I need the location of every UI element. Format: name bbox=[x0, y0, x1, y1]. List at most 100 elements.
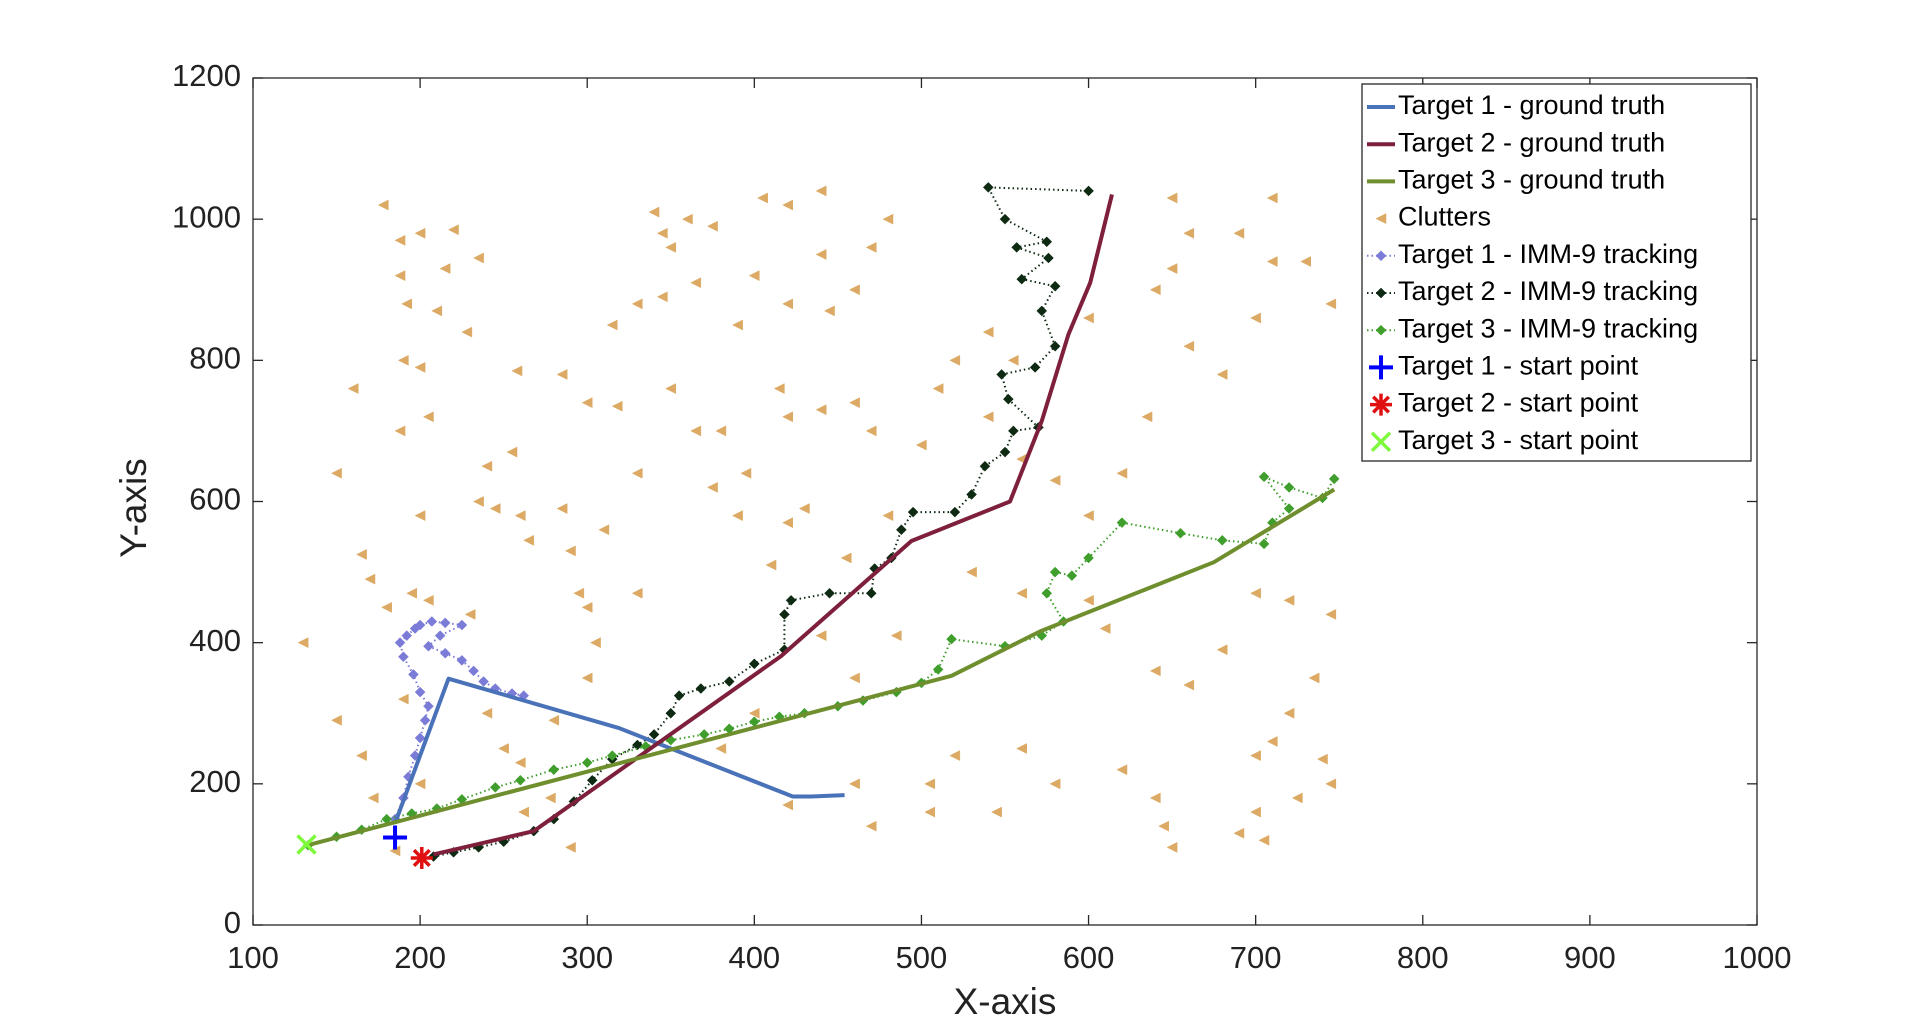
triangle-marker bbox=[715, 743, 727, 754]
series-line bbox=[307, 475, 1336, 847]
triangle-marker bbox=[865, 241, 877, 253]
triangle-marker bbox=[544, 792, 556, 804]
diamond-marker bbox=[414, 686, 426, 698]
triangle-marker bbox=[882, 510, 894, 522]
diamond-marker bbox=[434, 630, 446, 641]
diamond-marker bbox=[1175, 527, 1186, 539]
triangle-marker bbox=[690, 425, 702, 437]
diamond-marker bbox=[1083, 552, 1094, 564]
triangle-marker bbox=[1283, 707, 1295, 719]
diamond-marker bbox=[606, 750, 618, 761]
triangle-marker bbox=[498, 743, 509, 754]
triangle-marker bbox=[840, 552, 852, 564]
diamond-marker bbox=[468, 665, 479, 677]
diamond-marker bbox=[695, 683, 707, 694]
diamond-marker bbox=[478, 676, 489, 687]
diamond-marker bbox=[439, 617, 451, 629]
diamond-marker bbox=[632, 739, 643, 751]
y-axis-label: Y-axis bbox=[113, 458, 154, 557]
triangle-marker bbox=[706, 481, 718, 493]
triangle-marker bbox=[732, 510, 743, 522]
triangle-marker bbox=[982, 411, 994, 423]
x-tick-label: 1000 bbox=[1723, 940, 1792, 975]
triangle-marker bbox=[598, 524, 610, 536]
triangle-marker bbox=[1308, 672, 1320, 684]
triangle-marker bbox=[397, 693, 409, 705]
triangle-marker bbox=[394, 270, 406, 282]
diamond-marker bbox=[1049, 280, 1061, 292]
triangle-marker bbox=[782, 517, 794, 529]
triangle-marker bbox=[1016, 587, 1027, 599]
triangle-marker bbox=[656, 291, 668, 303]
legend-marker bbox=[1375, 324, 1387, 336]
diamond-marker bbox=[1066, 570, 1078, 581]
diamond-marker bbox=[1011, 242, 1023, 253]
legend-label: Target 1 - ground truth bbox=[1398, 90, 1665, 120]
triangle-marker bbox=[1266, 192, 1278, 204]
triangle-marker bbox=[414, 510, 426, 522]
triangle-marker bbox=[782, 298, 794, 310]
x-tick-label: 200 bbox=[394, 940, 446, 975]
triangle-marker bbox=[367, 792, 379, 804]
triangle-marker bbox=[581, 397, 593, 409]
diamond-marker bbox=[1016, 273, 1028, 285]
triangle-marker bbox=[773, 383, 785, 394]
diamond-marker bbox=[394, 637, 406, 649]
diamond-marker bbox=[489, 782, 501, 793]
series-line bbox=[394, 620, 524, 820]
diamond-marker bbox=[907, 506, 919, 518]
triangle-marker bbox=[849, 397, 860, 409]
diamond-marker bbox=[999, 446, 1011, 458]
triangle-marker bbox=[590, 637, 601, 649]
triangle-marker bbox=[473, 252, 484, 264]
legend-marker bbox=[1370, 393, 1392, 416]
legend-box bbox=[1361, 83, 1752, 462]
diamond-marker bbox=[1029, 362, 1041, 373]
triangle-marker bbox=[656, 227, 668, 239]
triangle-marker bbox=[556, 503, 568, 514]
diamond-marker bbox=[423, 640, 434, 652]
triangle-marker bbox=[1007, 354, 1019, 366]
triangle-marker bbox=[606, 319, 618, 331]
legend-marker bbox=[1370, 431, 1392, 453]
diamond-marker bbox=[824, 587, 835, 599]
legend-marker bbox=[1375, 287, 1387, 299]
triangle-marker bbox=[394, 425, 406, 437]
triangle-marker bbox=[849, 778, 860, 790]
triangle-marker bbox=[1250, 587, 1261, 599]
diamond-marker bbox=[398, 651, 409, 663]
triangle-marker bbox=[757, 192, 768, 204]
triangle-marker bbox=[798, 503, 810, 514]
triangle-marker bbox=[611, 400, 623, 412]
triangle-marker bbox=[414, 227, 426, 239]
diamond-marker bbox=[439, 647, 451, 659]
triangle-marker bbox=[1250, 750, 1261, 762]
triangle-marker bbox=[665, 241, 677, 253]
triangle-marker bbox=[1149, 284, 1161, 296]
triangle-marker bbox=[1166, 263, 1178, 274]
triangle-marker bbox=[1266, 736, 1278, 747]
diamond-marker bbox=[779, 609, 790, 620]
triangle-marker bbox=[481, 460, 493, 472]
triangle-marker bbox=[1316, 753, 1328, 765]
triangle-marker bbox=[631, 467, 643, 479]
triangle-marker bbox=[414, 778, 426, 790]
diamond-marker bbox=[414, 732, 426, 744]
diamond-marker bbox=[1008, 425, 1019, 437]
x-tick-label: 800 bbox=[1397, 940, 1449, 975]
y-tick-label: 400 bbox=[189, 623, 241, 658]
series-line bbox=[393, 676, 845, 825]
diamond-marker bbox=[456, 654, 468, 666]
triangle-marker bbox=[1250, 312, 1261, 324]
triangle-marker bbox=[489, 503, 501, 514]
diamond-marker bbox=[1041, 236, 1053, 248]
triangle-marker bbox=[439, 263, 451, 274]
cross-marker bbox=[296, 834, 317, 855]
legend-label: Target 2 - IMM-9 tracking bbox=[1398, 276, 1698, 306]
diamond-marker bbox=[456, 619, 468, 631]
triangle-marker bbox=[1325, 609, 1337, 620]
triangle-marker bbox=[1216, 369, 1228, 380]
triangle-marker bbox=[1183, 227, 1195, 239]
diamond-marker bbox=[426, 616, 438, 627]
triangle-marker bbox=[406, 587, 418, 599]
